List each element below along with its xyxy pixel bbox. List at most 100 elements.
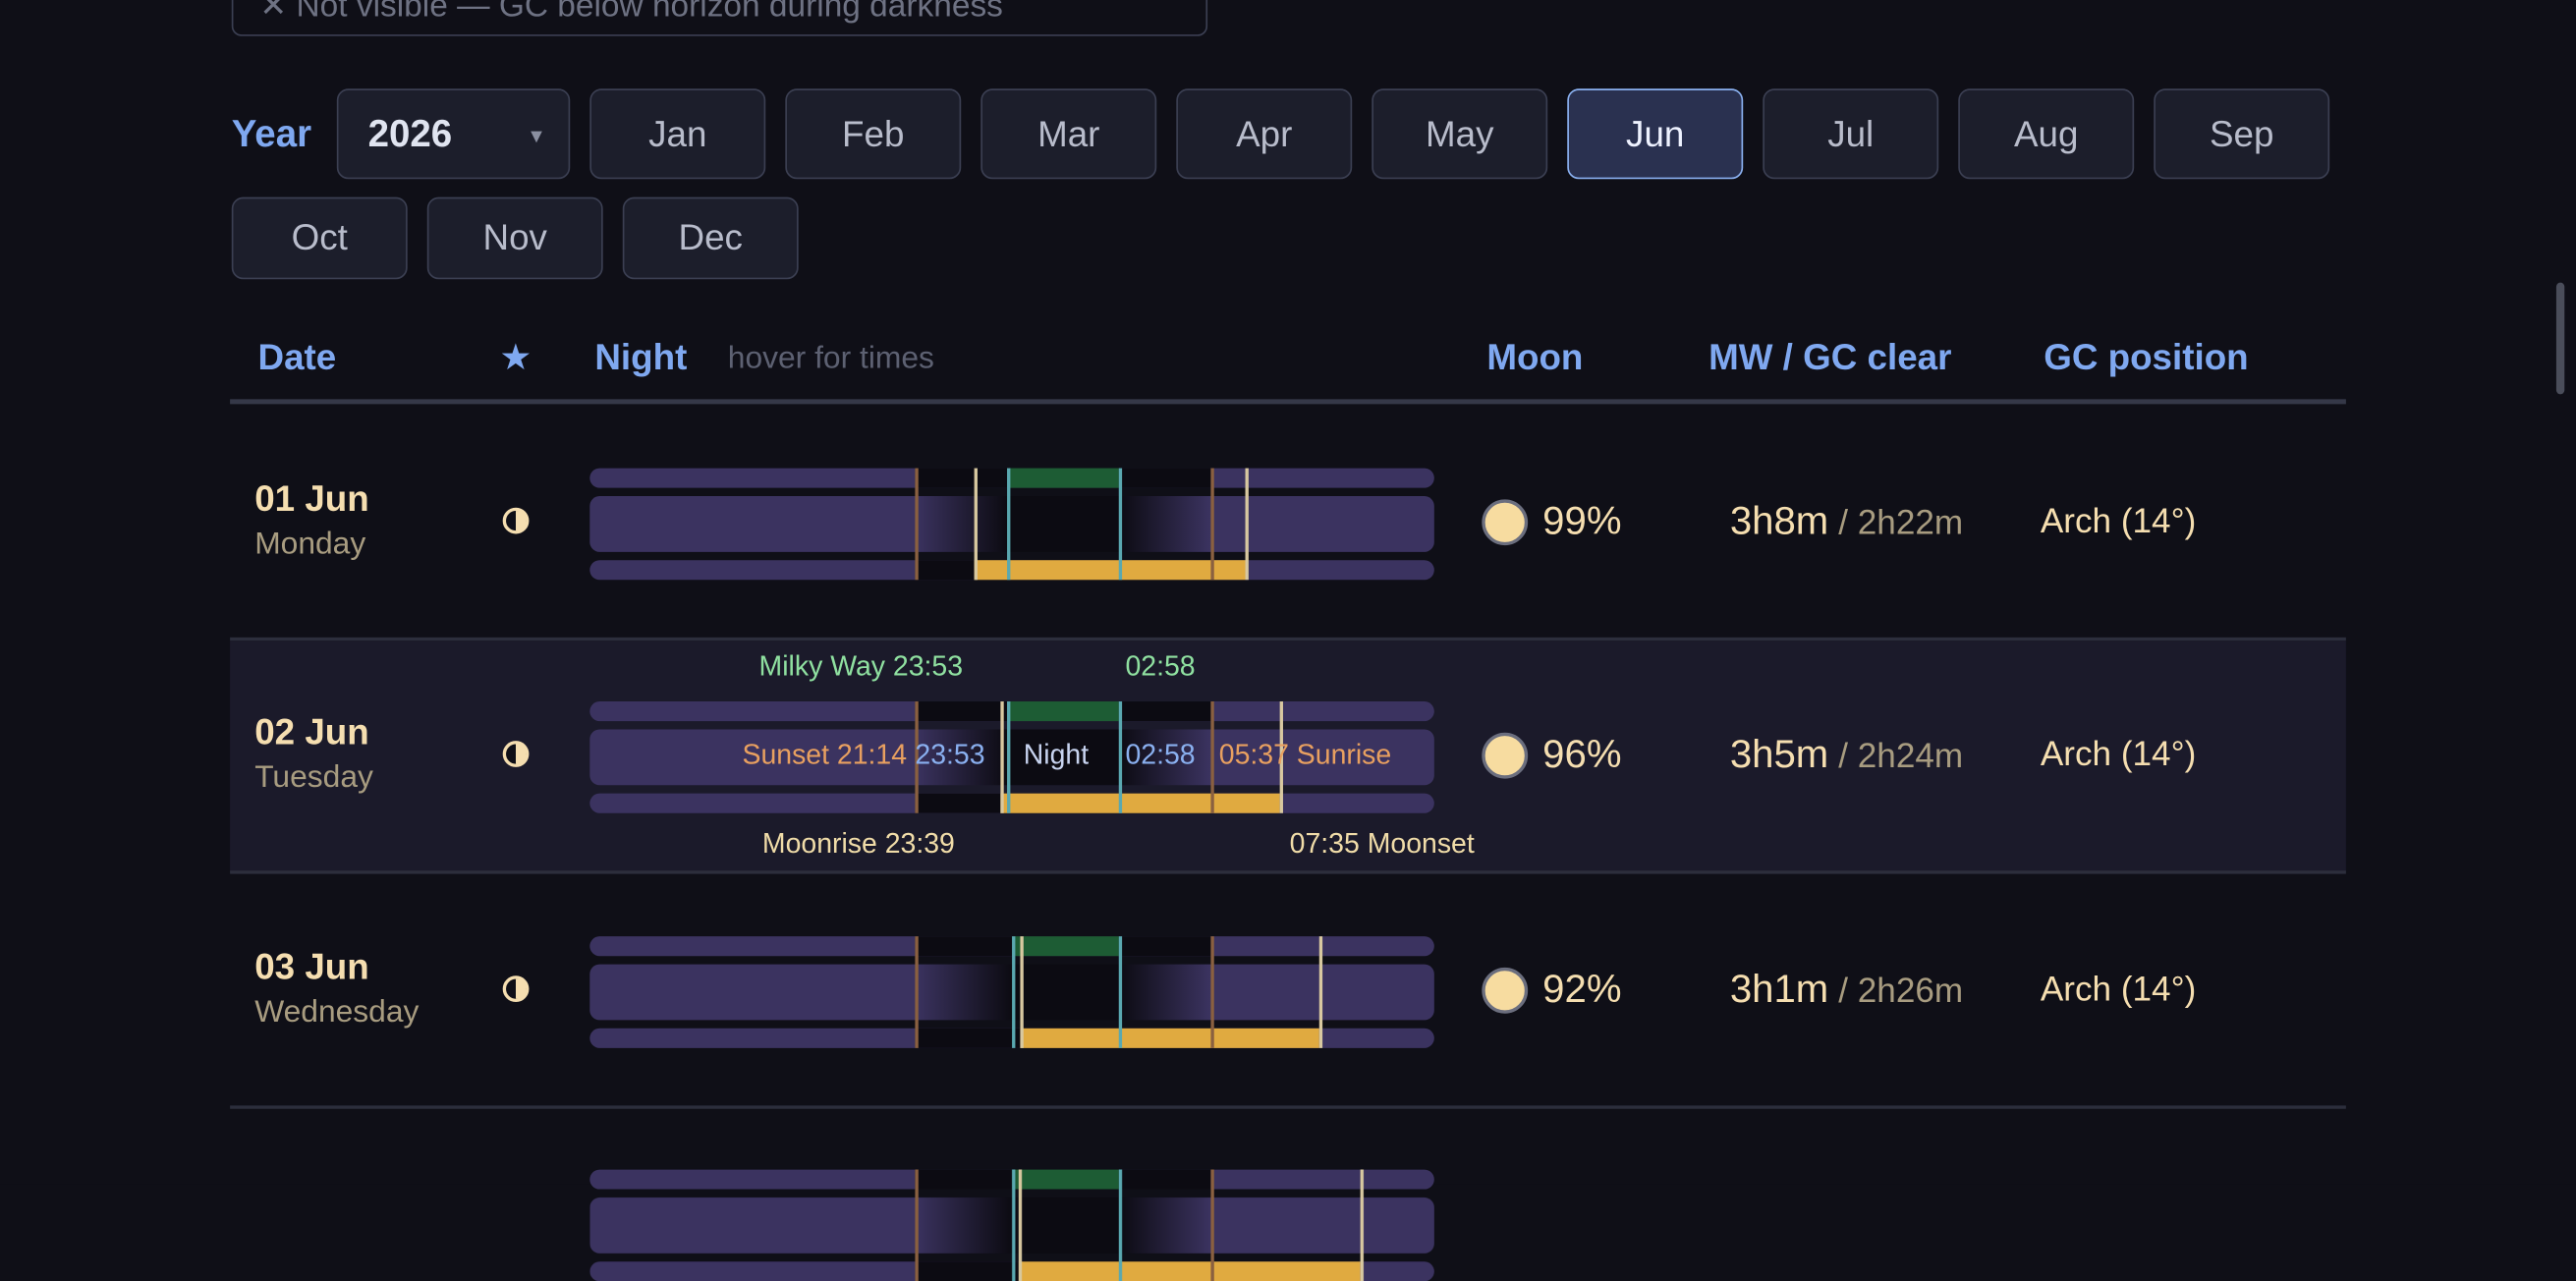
- bar-marker: [1360, 1169, 1364, 1281]
- header-clear: MW / GC clear: [1708, 336, 1952, 378]
- weekday: Tuesday: [254, 760, 373, 796]
- bar-moon: [1020, 1028, 1319, 1048]
- date: 03 Jun: [254, 946, 369, 987]
- bar-main: [589, 729, 1434, 786]
- bar-marker: [1118, 1169, 1122, 1281]
- tip-mw-end: 02:58: [1125, 650, 1196, 682]
- date: 01 Jun: [254, 477, 369, 520]
- header-star: ★: [499, 336, 532, 378]
- bar-marker: [1245, 468, 1249, 581]
- gc-clear: / 2h24m: [1838, 737, 1964, 776]
- bar-marker: [974, 468, 978, 581]
- bar-moon: [1018, 1261, 1361, 1281]
- month-button[interactable]: Jun: [1567, 88, 1744, 180]
- year-select[interactable]: 2026 ▾: [336, 88, 571, 180]
- bar-moon: [1000, 793, 1280, 813]
- moon-phase: [502, 741, 530, 767]
- bar-marker: [1279, 701, 1283, 813]
- month-button[interactable]: Oct: [231, 196, 408, 280]
- month-button[interactable]: Mar: [980, 88, 1157, 180]
- header-moon: Moon: [1486, 336, 1584, 378]
- bar-marker: [1012, 936, 1015, 1048]
- moon-illum: 96%: [1542, 732, 1622, 777]
- header-date: Date: [257, 336, 337, 378]
- weekday: Wednesday: [254, 995, 420, 1030]
- date: 02 Jun: [254, 711, 369, 752]
- notice: ✕ Not visible — GC below horizon during …: [259, 0, 1003, 26]
- moon-disc: [1482, 499, 1529, 546]
- month-button[interactable]: Nov: [426, 196, 603, 280]
- bar-main: [589, 496, 1434, 552]
- clear-times: 3h5m/ 2h24m: [1730, 733, 1963, 779]
- header-position: GC position: [2044, 336, 2249, 378]
- row-rule: [230, 870, 2346, 874]
- bar-marker: [1000, 701, 1003, 813]
- bar-marker: [1210, 1169, 1213, 1281]
- month-button[interactable]: Feb: [785, 88, 962, 180]
- moon-phase: [502, 975, 530, 1003]
- month-button[interactable]: Dec: [622, 196, 799, 280]
- clear-times: 3h1m/ 2h26m: [1730, 968, 1963, 1014]
- bar-marker: [915, 701, 918, 813]
- year: 2026: [367, 111, 453, 155]
- month-button[interactable]: Aug: [1958, 88, 2135, 180]
- row-rule: [230, 637, 2346, 641]
- bar-marker: [1118, 701, 1122, 813]
- bar-marker: [1018, 1169, 1022, 1281]
- gc-position: Arch (14°): [2040, 502, 2197, 541]
- year-label: Year: [231, 111, 312, 155]
- mw-clear: 3h8m: [1729, 499, 1829, 544]
- bar-marker: [915, 936, 918, 1048]
- moon-illum: 92%: [1542, 967, 1622, 1013]
- row-rule: [230, 1105, 2346, 1109]
- notice-box: [231, 0, 1208, 36]
- moon-phase: [502, 507, 530, 534]
- scrollbar: [2555, 282, 2565, 395]
- clear-times: 3h8m/ 2h22m: [1730, 499, 1963, 545]
- moon-illum: 99%: [1542, 499, 1622, 544]
- tip-sunset: Sunset 21:14: [742, 739, 908, 771]
- bar-marker: [1020, 936, 1023, 1048]
- bar-marker: [1118, 468, 1122, 581]
- tip-night-start: 23:53: [915, 739, 985, 771]
- header-rule: [230, 399, 2346, 405]
- bar-moon: [974, 560, 1246, 581]
- bar-mw: [1007, 701, 1119, 722]
- month-button[interactable]: Jul: [1763, 88, 1939, 180]
- bar-marker: [1007, 701, 1010, 813]
- select-arrow: ▾: [531, 121, 542, 148]
- tip-night: Night: [1023, 739, 1090, 771]
- tip-moonrise: Moonrise 23:39: [761, 827, 955, 860]
- header-night-hint: hover for times: [727, 341, 934, 376]
- tip-moonset: 07:35 Moonset: [1289, 827, 1475, 860]
- gc-clear: / 2h26m: [1838, 972, 1964, 1011]
- bar-mw: [1007, 468, 1119, 488]
- month-button[interactable]: Sep: [2154, 88, 2330, 180]
- mw-clear: 3h1m: [1729, 967, 1829, 1013]
- bar-marker: [1210, 701, 1213, 813]
- gc-position: Arch (14°): [2040, 736, 2197, 774]
- bar-marker: [915, 1169, 918, 1281]
- month-button[interactable]: Apr: [1176, 88, 1353, 180]
- bar-marker: [1318, 936, 1322, 1048]
- weekday: Monday: [254, 527, 366, 562]
- moon-disc: [1482, 732, 1529, 779]
- tip-mw: Milky Way 23:53: [758, 650, 964, 682]
- bar-mw: [1012, 1169, 1119, 1190]
- gc-clear: / 2h22m: [1838, 504, 1964, 542]
- month-button[interactable]: Jan: [589, 88, 766, 180]
- tip-night-end: 02:58: [1125, 739, 1196, 771]
- bar-marker: [1210, 468, 1213, 581]
- page: ✕ Not visible — GC below horizon during …: [230, 0, 2565, 1281]
- bar-marker: [1210, 936, 1213, 1048]
- header-night: Night: [594, 336, 688, 378]
- month-button[interactable]: May: [1372, 88, 1548, 180]
- bar-marker: [1012, 1169, 1015, 1281]
- bar-mw: [1012, 936, 1119, 957]
- moon-disc: [1482, 967, 1529, 1014]
- tip-sunrise: 05:37 Sunrise: [1218, 739, 1392, 771]
- mw-clear: 3h5m: [1729, 732, 1829, 777]
- bar-marker: [1007, 468, 1010, 581]
- bar-marker: [915, 468, 918, 581]
- bar-marker: [1118, 936, 1122, 1048]
